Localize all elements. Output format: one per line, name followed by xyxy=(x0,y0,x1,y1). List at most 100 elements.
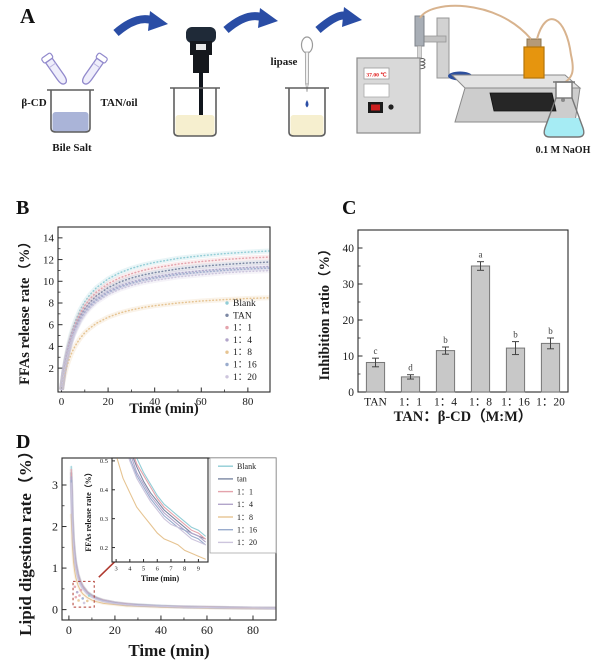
label-bile-salt: Bile Salt xyxy=(52,142,92,154)
svg-text:40: 40 xyxy=(343,243,355,255)
svg-text:1：4: 1：4 xyxy=(434,397,457,409)
svg-text:Time (min): Time (min) xyxy=(128,641,209,660)
svg-text:TAN：β-CD（M:M）: TAN：β-CD（M:M） xyxy=(394,407,533,425)
control-knob[interactable] xyxy=(388,104,394,110)
svg-text:12: 12 xyxy=(43,254,54,266)
svg-text:3: 3 xyxy=(114,566,117,573)
svg-text:2: 2 xyxy=(52,520,58,534)
svg-text:4: 4 xyxy=(128,566,132,573)
svg-text:10: 10 xyxy=(43,276,55,288)
svg-text:b: b xyxy=(548,326,553,336)
lipase-dropper xyxy=(300,36,314,108)
svg-text:1：16: 1：16 xyxy=(501,397,530,409)
svg-text:40: 40 xyxy=(149,396,161,408)
svg-text:tan: tan xyxy=(237,475,247,484)
svg-text:1：16: 1：16 xyxy=(237,526,257,535)
microtube-beta-cd xyxy=(41,52,68,85)
tubing-bottle-to-flask xyxy=(536,18,574,84)
titrator-screen xyxy=(489,92,557,112)
panel-label-d: D xyxy=(16,431,31,453)
svg-text:80: 80 xyxy=(247,623,259,637)
svg-text:c: c xyxy=(374,346,378,356)
svg-text:0.2: 0.2 xyxy=(100,545,108,552)
svg-text:1：8: 1：8 xyxy=(233,348,252,358)
svg-text:1：8: 1：8 xyxy=(237,513,253,522)
flow-arrow-1 xyxy=(113,11,168,37)
panel-label-c: C xyxy=(342,197,357,219)
homogenizer-beaker xyxy=(170,87,220,137)
svg-text:FFAs release rate（%）: FFAs release rate（%） xyxy=(84,468,93,551)
panel-label-a: A xyxy=(20,4,36,28)
svg-text:14: 14 xyxy=(43,233,55,245)
svg-text:5: 5 xyxy=(142,566,145,573)
svg-text:Lipid digestion rate（%）: Lipid digestion rate（%） xyxy=(18,442,35,636)
temperature-controller: 37.00 ℃ xyxy=(356,57,421,134)
lipase-drop xyxy=(305,100,309,108)
svg-text:40: 40 xyxy=(155,623,167,637)
svg-text:2: 2 xyxy=(49,363,55,375)
svg-text:Blank: Blank xyxy=(237,462,256,471)
svg-text:1：1: 1：1 xyxy=(399,397,422,409)
svg-text:1：16: 1：16 xyxy=(233,361,257,371)
temperature-display xyxy=(363,67,390,80)
svg-text:0.3: 0.3 xyxy=(100,516,108,523)
chart-b-ffa-release: 0 20 40 60 80 2 4 6 8 10 12 14 Time (min) FFAs releas… xyxy=(18,226,271,417)
svg-text:80: 80 xyxy=(242,396,254,408)
homogenizer xyxy=(186,27,216,124)
chart-c-inhibition-ratio: 0 10 20 30 40 TAN：β-CD（M:M） Inhibition ratio（%… xyxy=(318,229,569,425)
svg-text:8: 8 xyxy=(49,298,55,310)
svg-text:7: 7 xyxy=(169,566,173,573)
microtube-tan-oil xyxy=(81,52,108,85)
svg-text:30: 30 xyxy=(343,279,355,291)
svg-text:0: 0 xyxy=(59,396,65,408)
chart-d-inset-zoom: 3 4 5 6 7 8 9 0.2 0.3 0.4 0.5 Time (min) FFAs releas… xyxy=(84,457,277,583)
svg-text:a: a xyxy=(479,250,483,260)
flow-arrow-2 xyxy=(223,8,278,34)
svg-text:6: 6 xyxy=(156,566,160,573)
bile-salt-beaker xyxy=(47,89,94,133)
svg-text:9: 9 xyxy=(197,566,200,573)
svg-text:1: 1 xyxy=(52,561,58,575)
titrator-button[interactable] xyxy=(561,98,565,102)
label-lipase: lipase xyxy=(271,56,298,68)
svg-text:1：20: 1：20 xyxy=(536,397,565,409)
lipase-beaker xyxy=(285,87,329,137)
label-tan-oil: TAN/oil xyxy=(100,97,137,109)
svg-text:Time (min): Time (min) xyxy=(129,401,199,417)
svg-text:60: 60 xyxy=(196,396,208,408)
svg-text:FFAs release rate（%）: FFAs release rate（%） xyxy=(18,234,33,385)
svg-text:20: 20 xyxy=(343,315,355,327)
temperature-readout: 37.00 ℃ xyxy=(366,72,387,79)
svg-text:0.5: 0.5 xyxy=(100,458,108,465)
electrode-stand xyxy=(413,15,450,79)
svg-text:b: b xyxy=(513,330,518,340)
svg-text:10: 10 xyxy=(343,351,355,363)
svg-text:1：8: 1：8 xyxy=(469,397,492,409)
svg-text:1：1: 1：1 xyxy=(237,487,253,496)
svg-text:0.4: 0.4 xyxy=(100,487,109,494)
svg-text:Inhibition ratio（%）: Inhibition ratio（%） xyxy=(318,242,333,381)
label-naoh: 0.1 M NaOH xyxy=(536,145,591,156)
naoh-flask xyxy=(543,81,585,138)
svg-text:1：4: 1：4 xyxy=(233,336,252,346)
label-beta-cd: β-CD xyxy=(21,97,46,109)
svg-text:1：20: 1：20 xyxy=(233,373,257,383)
svg-text:20: 20 xyxy=(103,396,115,408)
svg-text:20: 20 xyxy=(109,623,121,637)
panel-label-b: B xyxy=(16,197,30,219)
svg-text:Blank: Blank xyxy=(233,299,256,309)
svg-text:1：1: 1：1 xyxy=(233,324,252,334)
svg-text:1：20: 1：20 xyxy=(237,538,257,547)
svg-text:60: 60 xyxy=(201,623,213,637)
svg-text:b: b xyxy=(443,335,448,345)
svg-text:Time (min): Time (min) xyxy=(141,574,180,583)
svg-text:0: 0 xyxy=(52,603,58,617)
tubing-electrode-to-bottle xyxy=(419,4,532,40)
flow-arrow-3 xyxy=(315,7,362,34)
svg-text:0: 0 xyxy=(66,623,72,637)
titrator-machine xyxy=(450,74,582,123)
svg-text:4: 4 xyxy=(49,341,55,353)
svg-text:1：4: 1：4 xyxy=(237,500,253,509)
svg-text:TAN: TAN xyxy=(364,397,387,409)
